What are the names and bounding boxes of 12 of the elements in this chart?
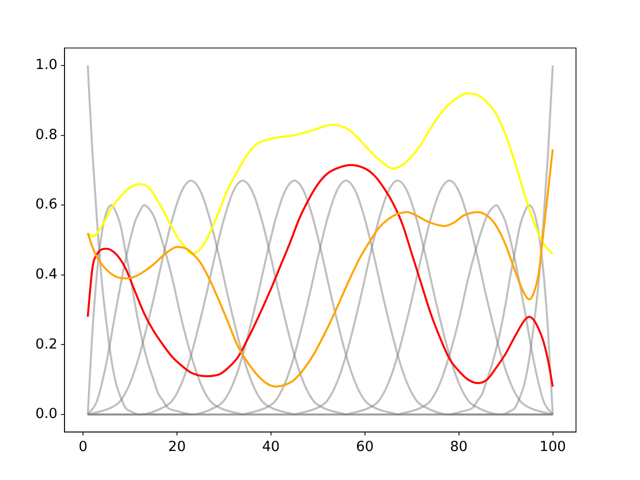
- y-tick-label: 1.0: [35, 57, 58, 74]
- x-tick-label: 60: [356, 438, 374, 455]
- x-tick-label: 80: [450, 438, 468, 455]
- y-tick-label: 0.0: [35, 406, 58, 422]
- x-tick-label: 100: [539, 438, 566, 455]
- x-tick-label: 20: [168, 438, 186, 455]
- x-tick-label: 0: [78, 438, 88, 455]
- y-tick-label: 0.4: [35, 266, 58, 283]
- y-tick-label: 0.2: [35, 336, 58, 352]
- y-tick-label: 0.6: [35, 196, 58, 213]
- x-tick-label: 40: [262, 438, 280, 455]
- y-tick-label: 0.8: [35, 126, 58, 143]
